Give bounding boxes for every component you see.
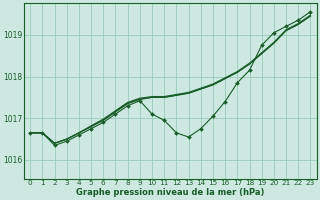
X-axis label: Graphe pression niveau de la mer (hPa): Graphe pression niveau de la mer (hPa) (76, 188, 265, 197)
